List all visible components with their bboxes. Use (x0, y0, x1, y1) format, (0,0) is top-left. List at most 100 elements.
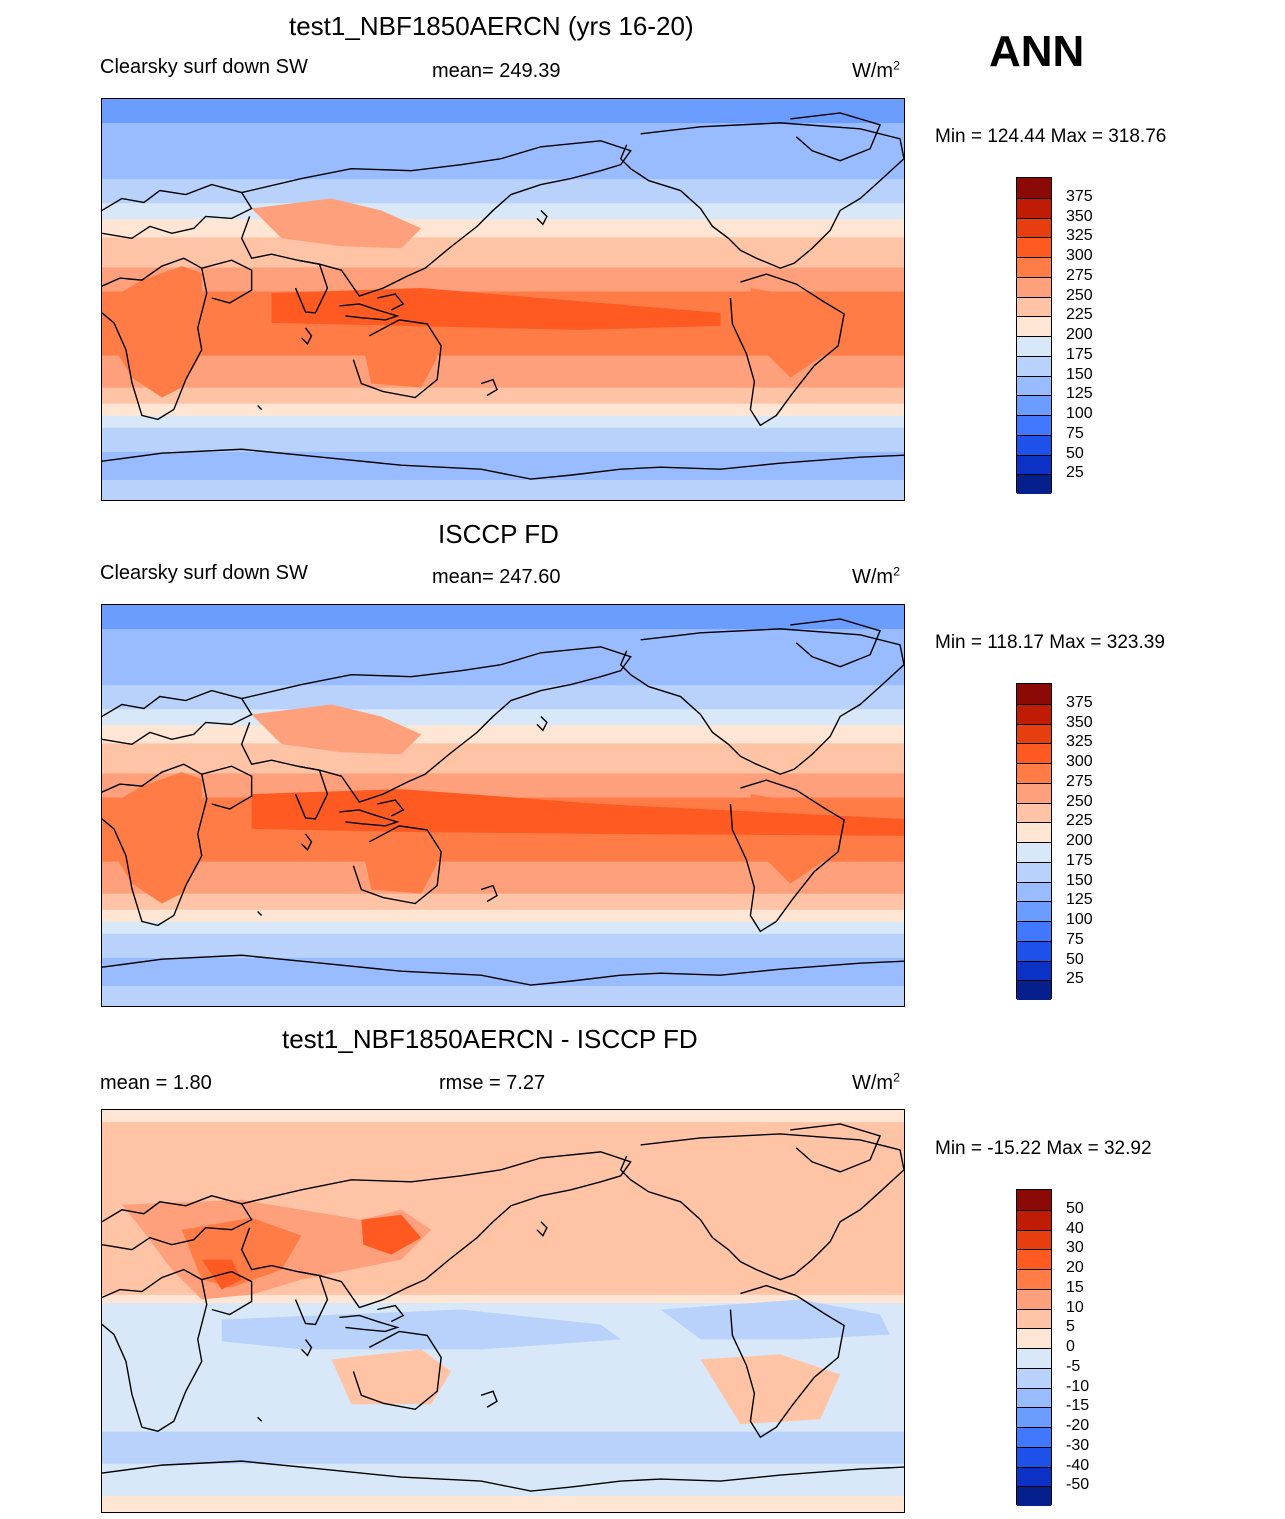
contour-band (102, 933, 904, 959)
coastlines (102, 619, 904, 985)
colorbar-tick-label: 250 (1066, 286, 1093, 304)
panel-2-mean-label: mean= 247.60 (432, 566, 561, 588)
colorbar-tick-label: 25 (1066, 464, 1084, 482)
colorbar-swatch (1017, 921, 1051, 941)
colorbar-tick-label: 375 (1066, 693, 1093, 711)
contour-band (102, 629, 904, 686)
contour-band (102, 415, 904, 429)
colorbar-tick-label: 5 (1066, 1318, 1075, 1336)
colorbar-swatch (1017, 842, 1051, 862)
colorbar-tick-label: 10 (1066, 1298, 1084, 1316)
colorbar-tick-label: -10 (1066, 1377, 1090, 1395)
contour-band (102, 725, 904, 744)
contour-band (102, 427, 904, 453)
colorbar-swatch (1017, 1249, 1051, 1269)
colorbar-swatch (1017, 257, 1051, 277)
colorbar-tick-label: 15 (1066, 1278, 1084, 1296)
colorbar-swatch (1017, 197, 1051, 218)
contour-patch (251, 789, 904, 836)
colorbar-tick-label: 200 (1066, 832, 1093, 849)
colorbar-tick-label: 225 (1066, 812, 1093, 830)
colorbar-tick-label: 175 (1066, 345, 1093, 363)
map-canvas (102, 605, 904, 1006)
colorbar-tick-label: 100 (1066, 911, 1093, 928)
panel-2-units: W/m2 (852, 564, 900, 588)
colorbar-tick-label: -20 (1066, 1417, 1090, 1434)
contour-band (102, 861, 904, 895)
colorbar-tick-label: 125 (1066, 891, 1093, 909)
panel-3-units: W/m2 (852, 1070, 900, 1094)
contour-patch (221, 1309, 621, 1350)
colorbar-tick-label: 250 (1066, 792, 1093, 810)
panel-3-mean-label: mean = 1.80 (100, 1072, 212, 1094)
colorbar-swatch (1017, 316, 1051, 336)
colorbar-tick-label: 100 (1066, 405, 1093, 422)
contour-band (102, 355, 904, 389)
contour-band (102, 909, 904, 923)
panel-3-rmse-label: rmse = 7.27 (439, 1072, 546, 1094)
colorbar-swatch (1017, 743, 1051, 763)
colorbar-swatch (1017, 1427, 1051, 1447)
colorbar-tick-label: 50 (1066, 950, 1084, 968)
panel-2-minmax: Min = 118.17 Max = 323.39 (935, 632, 1165, 653)
panel-2-colorbar (1016, 683, 1052, 1000)
colorbar-swatch (1017, 782, 1051, 803)
panel-1-title: test1_NBF1850AERCN (yrs 16-20) (289, 11, 694, 41)
colorbar-swatch (1017, 1446, 1051, 1467)
panel-1-map (101, 98, 905, 501)
contour-patch (501, 1204, 821, 1260)
colorbar-swatch (1017, 178, 1051, 198)
contour-patch (660, 1299, 891, 1340)
coastlines (102, 113, 904, 479)
colorbar-swatch (1017, 940, 1051, 961)
panel-1-colorbar (1016, 177, 1052, 494)
contour-band (102, 1110, 904, 1123)
colorbar-swatch (1017, 434, 1051, 455)
panel-1-mean-label: mean= 249.39 (432, 60, 561, 82)
colorbar-tick-label: 40 (1066, 1219, 1084, 1237)
colorbar-swatch (1017, 1190, 1051, 1210)
colorbar-swatch (1017, 395, 1051, 415)
contour-band (102, 957, 904, 987)
colorbar-swatch (1017, 763, 1051, 783)
colorbar-swatch (1017, 1407, 1051, 1427)
colorbar-swatch (1017, 1466, 1051, 1487)
contour-band (102, 387, 904, 405)
colorbar-swatch (1017, 822, 1051, 842)
contour-band (102, 99, 904, 124)
contour-band (102, 893, 904, 911)
colorbar-swatch (1017, 336, 1051, 356)
contour-band (102, 985, 904, 1006)
colorbar-swatch (1017, 861, 1051, 882)
colorbar-tick-label: 175 (1066, 851, 1093, 869)
contour-band (102, 685, 904, 710)
colorbar-tick-label: 25 (1066, 970, 1084, 988)
colorbar-tick-label: 50 (1066, 1199, 1084, 1217)
map-canvas (102, 1110, 904, 1512)
colorbar-tick-label: 30 (1066, 1239, 1084, 1257)
colorbar-swatch (1017, 454, 1051, 475)
colorbar-swatch (1017, 901, 1051, 921)
contour-band (102, 1294, 904, 1304)
contour-patch (251, 704, 422, 755)
colorbar-tick-label: 300 (1066, 753, 1093, 770)
colorbar-swatch (1017, 1348, 1051, 1368)
colorbar-swatch (1017, 684, 1051, 704)
colorbar-tick-label: 200 (1066, 326, 1093, 343)
contour-patch (700, 1354, 841, 1425)
colorbar-swatch (1017, 375, 1051, 396)
coastlines (102, 1124, 904, 1491)
colorbar-swatch (1017, 1486, 1051, 1506)
colorbar-tick-label: -50 (1066, 1476, 1090, 1494)
colorbar-swatch (1017, 474, 1051, 494)
colorbar-tick-label: 125 (1066, 385, 1093, 403)
contour-patch (111, 772, 202, 904)
panel-3-minmax: Min = -15.22 Max = 32.92 (935, 1138, 1152, 1159)
contour-band (102, 773, 904, 798)
colorbar-tick-label: 150 (1066, 871, 1093, 889)
colorbar-swatch (1017, 1288, 1051, 1309)
contour-band (102, 921, 904, 935)
colorbar-swatch (1017, 217, 1051, 238)
panel-1-variable-label: Clearsky surf down SW (100, 56, 308, 78)
colorbar-swatch (1017, 802, 1051, 823)
